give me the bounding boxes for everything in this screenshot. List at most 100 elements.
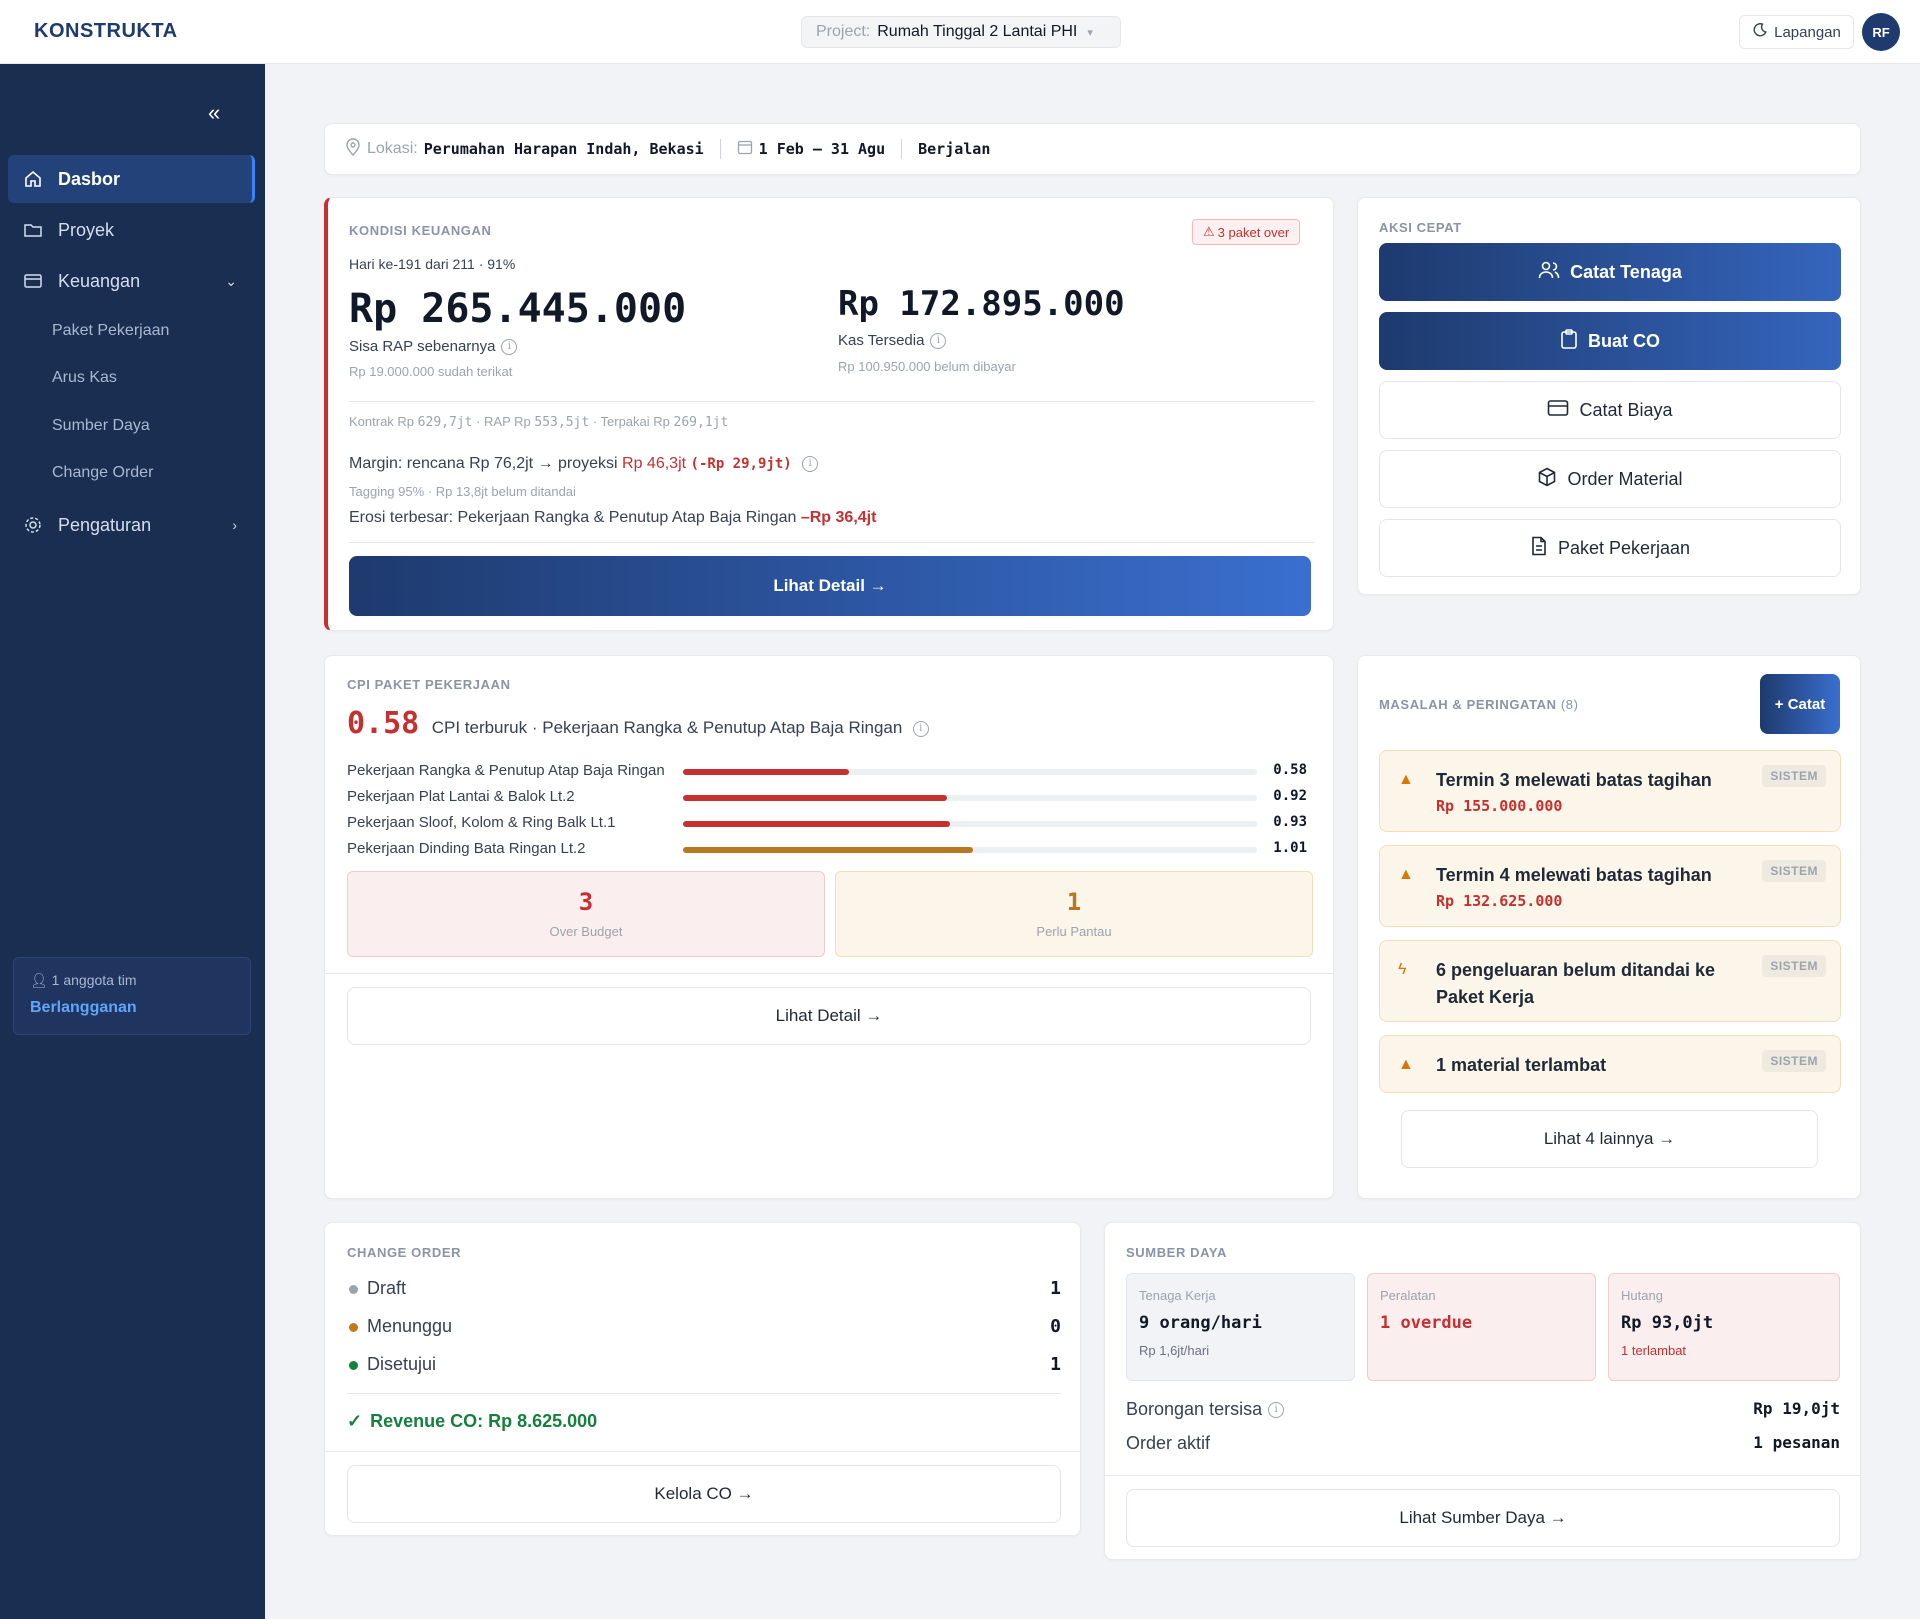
card-icon xyxy=(1547,399,1569,422)
sidebar-item-proyek[interactable]: Proyek xyxy=(8,206,255,254)
project-status: Berjalan xyxy=(918,140,991,158)
issue-item[interactable]: ϟ 6 pengeluaran belum ditandai ke Paket … xyxy=(1379,940,1841,1022)
finance-detail-button[interactable]: Lihat Detail → xyxy=(349,556,1311,616)
location-value: Perumahan Harapan Indah, Bekasi xyxy=(423,140,704,158)
catat-biaya-button[interactable]: Catat Biaya xyxy=(1379,381,1841,439)
debt-box[interactable]: Hutang Rp 93,0jt 1 terlambat xyxy=(1608,1273,1840,1381)
cpi-row-name: Pekerjaan Rangka & Penutup Atap Baja Rin… xyxy=(347,762,665,779)
box-icon xyxy=(1537,467,1557,492)
view-resources-button[interactable]: Lihat Sumber Daya → xyxy=(1126,1489,1840,1547)
project-info-bar: Lokasi: Perumahan Harapan Indah, Bekasi … xyxy=(324,123,1861,175)
cpi-worst-value: 0.58 xyxy=(347,706,420,741)
calendar-icon xyxy=(737,139,753,160)
cpi-row-value: 1.01 xyxy=(1273,840,1307,856)
quick-actions-card: AKSI CEPAT Catat Tenaga Buat CO Catat Bi… xyxy=(1357,197,1861,595)
location-label: Lokasi: xyxy=(367,140,418,157)
sidebar-item-label: Dasbor xyxy=(58,168,121,189)
cpi-detail-button[interactable]: Lihat Detail → xyxy=(347,987,1311,1045)
order-material-button[interactable]: Order Material xyxy=(1379,450,1841,508)
paket-pekerjaan-button[interactable]: Paket Pekerjaan xyxy=(1379,519,1841,577)
finance-card: KONDISI KEUANGAN ⚠ 3 paket over Hari ke-1… xyxy=(324,197,1334,631)
info-icon[interactable]: i xyxy=(802,455,819,472)
status-dot xyxy=(349,1323,358,1332)
sisa-rap-amount: Rp 265.445.000 xyxy=(349,286,687,332)
over-budget-badge[interactable]: ⚠ 3 paket over xyxy=(1192,219,1301,245)
manage-co-button[interactable]: Kelola CO → xyxy=(347,1465,1061,1523)
issue-tag: SISTEM xyxy=(1762,860,1826,882)
team-count: 👤︎ 1 anggota tim xyxy=(30,972,137,988)
buat-co-button[interactable]: Buat CO xyxy=(1379,312,1841,370)
sidebar-subitem-arus-kas[interactable]: Arus Kas xyxy=(52,369,117,386)
over-budget-stat[interactable]: 3 Over Budget xyxy=(347,871,825,957)
clipboard-icon xyxy=(1560,328,1578,354)
app-logo[interactable]: KONSTRUKTA xyxy=(34,20,178,42)
project-label: Project: xyxy=(816,23,871,40)
watch-stat[interactable]: 1 Perlu Pantau xyxy=(835,871,1313,957)
card-icon xyxy=(22,270,44,292)
sidebar-subitem-paket-pekerjaan[interactable]: Paket Pekerjaan xyxy=(52,322,170,339)
issue-tag: SISTEM xyxy=(1762,765,1826,787)
co-row-draft: Draft 1 xyxy=(347,1277,1061,1301)
issue-item[interactable]: ▲ Termin 4 melewati batas tagihan Rp 132… xyxy=(1379,845,1841,927)
chevron-down-icon: ⌄ xyxy=(225,272,237,289)
moon-icon xyxy=(1752,22,1768,42)
equipment-box[interactable]: Peralatan 1 overdue xyxy=(1367,1273,1596,1381)
bolt-icon: ϟ xyxy=(1398,961,1407,978)
add-issue-button[interactable]: + Catat xyxy=(1760,674,1840,734)
catat-tenaga-button[interactable]: Catat Tenaga xyxy=(1379,243,1841,301)
info-icon[interactable]: i xyxy=(912,720,929,737)
sidebar-item-dasbor[interactable]: Dasbor xyxy=(8,155,255,203)
issue-item[interactable]: ▲ 1 material terlambat SISTEM xyxy=(1379,1035,1841,1093)
quick-actions-title: AKSI CEPAT xyxy=(1379,220,1462,235)
labor-box[interactable]: Tenaga Kerja 9 orang/hari Rp 1,6jt/hari xyxy=(1126,1273,1355,1381)
sidebar-item-label: Proyek xyxy=(58,219,115,240)
sisa-rap-label: Sisa RAP sebenarnya i xyxy=(349,338,518,356)
project-selector[interactable]: Project: Rumah Tinggal 2 Lantai PHI ▾ xyxy=(801,16,1121,48)
issue-tag: SISTEM xyxy=(1762,1050,1826,1072)
cpi-row-name: Pekerjaan Sloof, Kolom & Ring Balk Lt.1 xyxy=(347,814,616,831)
cpi-row-value: 0.92 xyxy=(1273,788,1307,804)
avatar[interactable]: RF xyxy=(1862,13,1900,51)
mode-toggle-button[interactable]: Lapangan xyxy=(1739,15,1854,49)
collapse-sidebar-icon[interactable]: « xyxy=(208,100,221,125)
info-icon[interactable]: i xyxy=(930,333,947,350)
issue-text: Termin 4 melewati batas tagihan xyxy=(1436,865,1712,885)
change-order-card: CHANGE ORDER Draft 1 Menunggu 0 Disetuju… xyxy=(324,1222,1081,1536)
borongan-row: Borongan tersisa i Rp 19,0jt xyxy=(1126,1399,1840,1419)
change-order-title: CHANGE ORDER xyxy=(347,1245,462,1260)
kas-note: Rp 100.950.000 belum dibayar xyxy=(838,359,1016,374)
info-icon[interactable]: i xyxy=(1268,1402,1285,1419)
finance-title: KONDISI KEUANGAN xyxy=(349,223,492,238)
more-issues-button[interactable]: Lihat 4 lainnya → xyxy=(1401,1110,1818,1168)
day-progress: Hari ke-191 dari 211 · 91% xyxy=(349,256,516,272)
subscription-link[interactable]: Berlangganan xyxy=(30,999,137,1016)
over-budget-label: Over Budget xyxy=(549,924,623,939)
erosi-line: Erosi terbesar: Pekerjaan Rangka & Penut… xyxy=(349,509,877,526)
divider xyxy=(347,1393,1061,1394)
tagging-status: Tagging 95% · Rp 13,8jt belum ditandai xyxy=(349,484,576,499)
cpi-row-name: Pekerjaan Dinding Bata Ringan Lt.2 xyxy=(347,840,586,857)
sidebar-subitem-change-order[interactable]: Change Order xyxy=(52,464,154,481)
watch-label: Perlu Pantau xyxy=(1036,924,1112,939)
sidebar-item-pengaturan[interactable]: Pengaturan › xyxy=(8,501,255,549)
team-box: 👤︎ 1 anggota tim Berlangganan xyxy=(13,957,251,1035)
chevron-down-icon: ▾ xyxy=(1087,26,1093,39)
sidebar-subitem-sumber-daya[interactable]: Sumber Daya xyxy=(52,417,150,434)
cpi-title: CPI PAKET PEKERJAAN xyxy=(347,677,511,692)
status-dot xyxy=(349,1285,358,1294)
status-dot xyxy=(349,1361,358,1370)
users-icon xyxy=(1538,260,1560,285)
info-icon[interactable]: i xyxy=(501,339,518,356)
sidebar: « Dasbor Proyek Keuangan ⌄ Paket Pekerja… xyxy=(0,64,265,1619)
divider xyxy=(325,1451,1080,1452)
cpi-bar-track xyxy=(683,847,1257,853)
sidebar-item-label: Keuangan xyxy=(58,270,141,291)
warning-icon: ⚠ xyxy=(1203,224,1215,239)
issue-amount: Rp 132.625.000 xyxy=(1436,892,1563,910)
cpi-row-value: 0.58 xyxy=(1273,762,1307,778)
sidebar-item-keuangan[interactable]: Keuangan ⌄ xyxy=(8,257,255,305)
sisa-rap-note: Rp 19.000.000 sudah terikat xyxy=(349,364,513,379)
issue-tag: SISTEM xyxy=(1762,955,1826,977)
divider xyxy=(719,139,721,159)
issue-item[interactable]: ▲ Termin 3 melewati batas tagihan Rp 155… xyxy=(1379,750,1841,832)
